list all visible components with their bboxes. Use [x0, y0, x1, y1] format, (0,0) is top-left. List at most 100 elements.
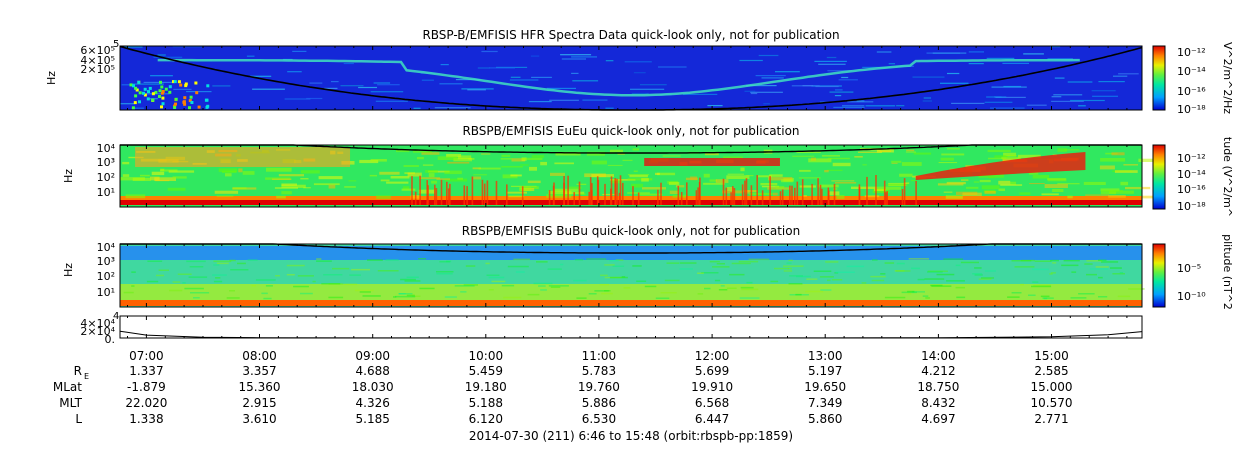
hfr-texture-streak — [173, 88, 192, 90]
ephemeris-value: 3.610 — [242, 412, 276, 426]
hfr-burst-pixel — [132, 84, 135, 88]
bubu-ytick-1e3: 10³ — [97, 255, 115, 268]
ephemeris-value: 6.120 — [469, 412, 503, 426]
eueu-spike — [901, 189, 904, 205]
bubu-panel: RBSPB/EMFISIS BuBu quick-look only, not … — [62, 224, 1234, 310]
eueu-texture-streak — [627, 178, 653, 181]
eueu-spike — [819, 184, 822, 205]
eueu-texture-streak — [300, 178, 309, 180]
bubu-texture-streak — [190, 292, 210, 294]
hfr-texture-streak — [1002, 62, 1029, 64]
hfr-texture-streak — [572, 80, 599, 82]
eueu-texture-streak — [1100, 158, 1126, 162]
hfr-texture-streak — [761, 77, 784, 79]
eueu-texture-streak — [457, 177, 463, 180]
ephemeris-value: 5.886 — [582, 396, 616, 410]
time-axis-footer: 2014-07-30 (211) 6:46 to 15:48 (orbit:rb… — [469, 429, 793, 443]
hfr-burst-pixel — [182, 100, 186, 104]
eueu-spike — [875, 175, 877, 205]
eueu-texture-streak — [1047, 178, 1067, 182]
eueu-spike — [761, 190, 764, 205]
eueu-spike — [699, 177, 701, 205]
hfr-texture-streak — [750, 91, 783, 93]
ephemeris-value: 18.030 — [352, 380, 394, 394]
bubu-texture-streak — [367, 259, 383, 261]
eueu-texture-streak — [799, 169, 811, 172]
bubu-texture-streak — [123, 291, 134, 294]
bubu-texture-streak — [770, 280, 779, 283]
hfr-burst-pixel — [160, 105, 163, 109]
bubu-texture-streak — [247, 259, 258, 261]
bubu-texture-streak — [316, 258, 322, 260]
bubu-texture-streak — [507, 265, 529, 268]
eueu-texture-streak — [703, 182, 725, 185]
bubu-texture-streak — [615, 259, 624, 261]
eueu-texture-streak — [242, 171, 255, 175]
eueu-texture-streak — [265, 177, 291, 180]
eueu-texture-streak — [1044, 184, 1068, 188]
ephemeris-value: 19.760 — [578, 380, 620, 394]
eueu-spike — [578, 181, 581, 205]
eueu-spike — [521, 186, 524, 205]
eueu-panel: RBSPB/EMFISIS EuEu quick-look only, not … — [62, 124, 1234, 217]
eueu-texture-streak — [609, 149, 623, 153]
eueu-texture-streak — [746, 175, 754, 177]
bubu-texture-streak — [884, 262, 895, 264]
eueu-texture-streak — [781, 179, 793, 183]
bubu-texture-streak — [943, 258, 964, 260]
ephemeris-value: 2.585 — [1034, 364, 1068, 378]
eueu-texture-streak — [943, 191, 953, 193]
hfr-texture-streak — [1098, 81, 1125, 83]
time-axis-label: 09:00 — [355, 349, 390, 363]
bubu-texture-streak — [1011, 260, 1032, 262]
bubu-texture-streak — [946, 280, 965, 282]
ephemeris-value: 3.357 — [242, 364, 276, 378]
bubu-texture-streak — [406, 294, 415, 297]
eueu-texture-streak — [369, 174, 377, 177]
eueu-spike — [789, 185, 791, 205]
eueu-texture-streak — [390, 176, 410, 179]
bubu-texture-streak — [316, 260, 332, 262]
hfr-texture-streak — [250, 75, 272, 77]
eueu-spike — [597, 179, 600, 205]
hfr-burst-pixel — [194, 81, 198, 85]
eueu-texture-streak — [835, 182, 857, 184]
hfr-burst-pixel — [129, 83, 133, 87]
bubu-texture-streak — [275, 275, 280, 277]
eueu-texture-streak — [715, 179, 729, 183]
eueu-texture-streak — [945, 195, 963, 199]
bubu-texture-streak — [872, 259, 878, 261]
bubu-texture-streak — [796, 275, 811, 278]
hfr-burst-pixel — [146, 97, 150, 101]
hfr-title: RBSP-B/EMFISIS HFR Spectra Data quick-lo… — [422, 28, 839, 42]
hfr-frame — [119, 45, 1143, 111]
eueu-texture-streak — [979, 179, 991, 183]
bubu-texture-streak — [740, 286, 754, 289]
ephemeris-value: 2.915 — [242, 396, 276, 410]
eueu-spectrogram — [120, 147, 1157, 205]
bubu-texture-streak — [501, 284, 515, 287]
hfr-texture-streak — [481, 50, 498, 53]
bubu-texture-streak — [974, 274, 983, 276]
bubu-texture-streak — [819, 276, 834, 278]
hfr-burst-pixel — [143, 87, 147, 91]
bubu-texture-streak — [1042, 297, 1054, 299]
bubu-texture-streak — [612, 265, 625, 267]
bubu-texture-streak — [594, 290, 609, 292]
eueu-texture-streak — [633, 170, 638, 172]
bubu-frame — [119, 243, 1143, 308]
eueu-texture-streak — [1005, 154, 1017, 156]
hfr-texture-streak — [560, 54, 592, 56]
hfr-texture-streak — [707, 105, 723, 107]
eueu-texture-streak — [799, 185, 816, 188]
eueu-texture-streak — [821, 155, 840, 157]
eueu-texture-streak — [472, 167, 481, 170]
eueu-texture-streak — [937, 183, 964, 186]
time-ticks — [127, 46, 1128, 338]
hfr-texture-streak — [561, 58, 586, 60]
hfr-cbar-tick-16: 10⁻¹⁶ — [1177, 85, 1206, 98]
eueu-texture-streak — [274, 187, 298, 189]
ephemeris-row-label: MLT — [59, 396, 82, 410]
bubu-texture-streak — [527, 293, 540, 296]
bubu-texture-streak — [748, 258, 770, 261]
